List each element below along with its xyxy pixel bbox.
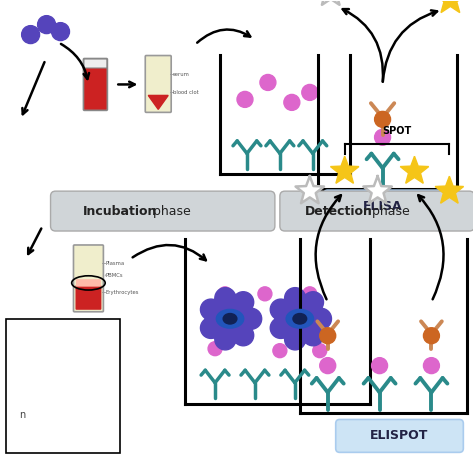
Circle shape — [215, 288, 236, 309]
Polygon shape — [330, 156, 359, 183]
Circle shape — [37, 16, 55, 34]
FancyBboxPatch shape — [145, 55, 171, 112]
Circle shape — [201, 299, 221, 320]
Ellipse shape — [216, 310, 244, 328]
Bar — [6, 319, 120, 453]
Circle shape — [303, 287, 317, 301]
Text: n: n — [18, 410, 25, 420]
Polygon shape — [364, 176, 392, 203]
Circle shape — [310, 308, 331, 329]
Circle shape — [423, 358, 439, 374]
Polygon shape — [435, 176, 464, 203]
Text: blood clot: blood clot — [173, 91, 199, 95]
Ellipse shape — [286, 310, 313, 328]
Circle shape — [374, 111, 391, 128]
Circle shape — [284, 94, 300, 110]
Circle shape — [320, 328, 336, 344]
Text: ELISA: ELISA — [363, 200, 402, 213]
Circle shape — [22, 26, 40, 44]
Circle shape — [273, 344, 287, 358]
Circle shape — [275, 294, 325, 344]
Circle shape — [374, 129, 391, 145]
Polygon shape — [296, 176, 324, 203]
FancyBboxPatch shape — [324, 190, 441, 223]
Polygon shape — [317, 0, 345, 5]
Circle shape — [258, 287, 272, 301]
Text: Detection: Detection — [305, 205, 373, 218]
Polygon shape — [435, 0, 465, 13]
FancyBboxPatch shape — [84, 59, 107, 68]
Text: Incubation: Incubation — [82, 205, 157, 218]
Text: phase: phase — [149, 205, 191, 218]
Circle shape — [313, 344, 327, 358]
Text: serum: serum — [173, 73, 190, 77]
Circle shape — [302, 84, 318, 100]
Circle shape — [423, 328, 439, 344]
FancyBboxPatch shape — [76, 279, 101, 287]
Circle shape — [215, 329, 236, 350]
FancyBboxPatch shape — [51, 191, 275, 231]
Text: PBMCs: PBMCs — [105, 273, 123, 278]
Text: Erythrocytes: Erythrocytes — [105, 290, 139, 295]
Text: SPOT: SPOT — [382, 126, 411, 137]
Circle shape — [233, 325, 254, 346]
Text: phase: phase — [368, 205, 410, 218]
Circle shape — [233, 292, 254, 313]
Circle shape — [260, 74, 276, 91]
Ellipse shape — [223, 313, 237, 324]
Circle shape — [241, 308, 262, 329]
Text: ELISPOT: ELISPOT — [370, 429, 428, 442]
FancyBboxPatch shape — [336, 419, 463, 452]
FancyBboxPatch shape — [75, 285, 101, 310]
Circle shape — [284, 329, 306, 350]
Ellipse shape — [293, 313, 307, 324]
Circle shape — [218, 287, 232, 301]
FancyBboxPatch shape — [73, 245, 103, 312]
Circle shape — [302, 325, 323, 346]
Circle shape — [237, 91, 253, 108]
FancyBboxPatch shape — [280, 191, 474, 231]
FancyBboxPatch shape — [83, 58, 108, 110]
Polygon shape — [148, 95, 168, 109]
Circle shape — [52, 23, 70, 41]
Circle shape — [208, 342, 222, 356]
Circle shape — [302, 292, 323, 313]
Circle shape — [320, 358, 336, 374]
Circle shape — [205, 294, 255, 344]
Circle shape — [270, 318, 291, 338]
Polygon shape — [400, 156, 428, 183]
Circle shape — [270, 299, 291, 320]
Circle shape — [284, 288, 306, 309]
Circle shape — [201, 318, 221, 338]
Circle shape — [372, 358, 388, 374]
Text: Plasma: Plasma — [105, 261, 125, 266]
